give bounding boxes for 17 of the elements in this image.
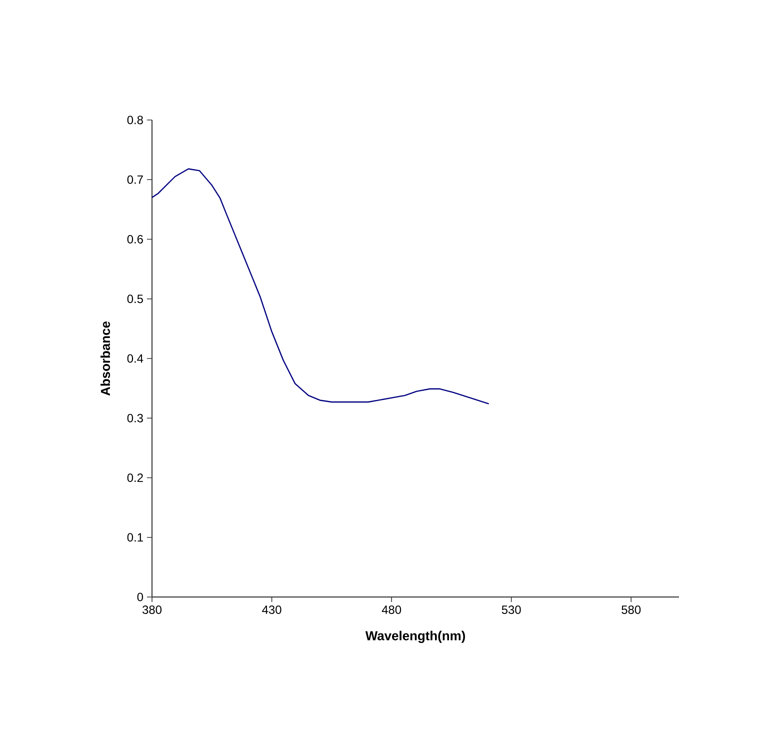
y-tick-label: 0.6	[127, 235, 143, 244]
y-tick-label: 0.8	[127, 116, 143, 124]
line-series	[151, 168, 490, 404]
y-tick-label: 0.4	[127, 354, 144, 363]
y-tick-label: 0	[137, 592, 144, 602]
y-tick-label: 0.5	[127, 294, 143, 304]
x-tick-label: 530	[502, 606, 521, 614]
x-tick-label: 580	[622, 606, 641, 614]
y-axis-title: Absorbance	[100, 322, 110, 396]
y-tick-label: 0.7	[127, 175, 143, 184]
x-tick-label: 480	[382, 606, 402, 614]
y-tick-label: 0.2	[127, 474, 143, 482]
y-tick-label: 0.3	[127, 414, 143, 422]
y-tick-label: 0.1	[127, 533, 143, 542]
x-axis-title: Wavelength(nm)	[365, 630, 465, 643]
x-tick-label: 430	[262, 606, 282, 614]
x-tick-label: 380	[142, 606, 162, 614]
